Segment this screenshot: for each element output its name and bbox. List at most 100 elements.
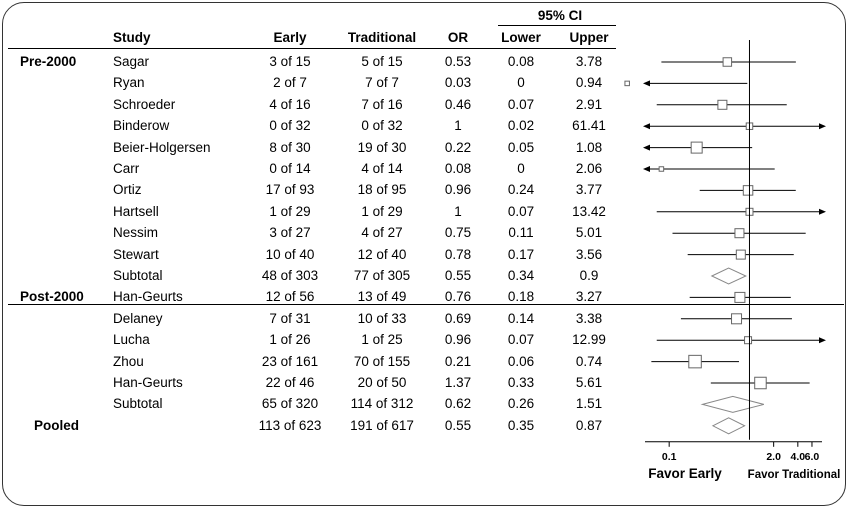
early-events: 4 of 16 xyxy=(269,96,311,112)
early-events: 23 of 161 xyxy=(261,353,319,369)
early-events: 1 of 29 xyxy=(269,203,311,219)
odds-ratio: 1.37 xyxy=(444,375,472,390)
ci-lower: 0.07 xyxy=(507,332,535,348)
traditional-events: 19 of 30 xyxy=(357,139,407,155)
odds-ratio: 0.46 xyxy=(444,96,472,112)
ci-upper: 5.61 xyxy=(575,375,603,390)
ci-upper: 3.78 xyxy=(575,54,603,69)
odds-ratio: 0.69 xyxy=(444,310,472,326)
subtotal-traditional: 114 of 312 xyxy=(350,396,414,412)
study-name: Beier-Holgersen xyxy=(113,139,211,155)
ci-lower: 0.02 xyxy=(507,118,535,134)
traditional-events: 10 of 33 xyxy=(357,310,407,326)
point-estimate-marker xyxy=(734,228,745,239)
odds-ratio: 0.96 xyxy=(444,332,472,348)
group-label: Pre-2000 xyxy=(20,54,77,69)
subtotal-diamond xyxy=(700,395,764,413)
favor-traditional-label: Favor Traditional xyxy=(747,468,841,481)
pooled-or: 0.55 xyxy=(444,417,472,433)
group-label: Post-2000 xyxy=(20,289,84,305)
early-events: 2 of 7 xyxy=(273,75,307,91)
x-tick-label: 0.1 xyxy=(661,450,677,463)
ci-upper: 0.74 xyxy=(575,353,603,369)
odds-ratio: 1 xyxy=(454,118,462,134)
odds-ratio: 0.75 xyxy=(444,225,472,241)
upper-header: Upper xyxy=(569,30,609,45)
traditional-events: 18 of 95 xyxy=(357,182,407,198)
ci-upper: 3.27 xyxy=(575,289,603,305)
traditional-events: 0 of 32 xyxy=(361,118,403,134)
early-events: 10 of 40 xyxy=(265,246,315,262)
ci-lower: 0.08 xyxy=(507,54,535,69)
traditional-events: 20 of 50 xyxy=(357,375,407,390)
point-estimate-marker xyxy=(744,336,753,345)
study-header: Study xyxy=(113,30,151,45)
traditional-events: 13 of 49 xyxy=(357,289,407,305)
ci-upper: 3.77 xyxy=(575,182,603,198)
early-events: 22 of 46 xyxy=(265,375,315,390)
point-estimate-marker xyxy=(734,291,746,303)
point-estimate-marker xyxy=(658,166,665,172)
ci-lower: 0.17 xyxy=(507,246,535,262)
ci-upper: 13.42 xyxy=(572,203,606,219)
traditional-events: 1 of 25 xyxy=(361,332,403,348)
subtotal-diamond xyxy=(710,267,747,285)
figure-frame xyxy=(2,2,846,506)
early-events: 0 of 32 xyxy=(269,118,311,134)
pooled-label: Pooled xyxy=(34,417,80,433)
pooled-traditional: 191 of 617 xyxy=(350,417,414,433)
early-events: 8 of 30 xyxy=(269,139,311,155)
subtotal-early: 65 of 320 xyxy=(261,396,319,412)
early-events: 1 of 26 xyxy=(269,332,311,348)
ci-upper: 2.91 xyxy=(575,96,603,112)
study-name: Binderow xyxy=(113,118,170,134)
or-header: OR xyxy=(447,30,469,45)
ci-lower: 0 xyxy=(517,75,525,91)
group-divider xyxy=(8,304,844,305)
subtotal-lower: 0.26 xyxy=(507,396,535,412)
traditional-events: 4 of 14 xyxy=(361,161,403,176)
odds-ratio: 0.76 xyxy=(444,289,472,305)
x-tick-label: 4.0 xyxy=(790,450,806,463)
study-name: Carr xyxy=(113,161,140,176)
traditional-events: 12 of 40 xyxy=(357,246,407,262)
ci-header: 95% CI xyxy=(537,8,583,23)
early-header: Early xyxy=(273,30,307,45)
traditional-events: 70 of 155 xyxy=(353,353,411,369)
ci-lower: 0.11 xyxy=(508,225,534,241)
study-name: Delaney xyxy=(113,310,163,326)
study-name: Hartsell xyxy=(113,203,159,219)
traditional-events: 5 of 15 xyxy=(361,54,403,69)
ci-upper: 3.56 xyxy=(575,246,603,262)
early-events: 7 of 31 xyxy=(269,310,311,326)
ci-arrow-left xyxy=(643,166,650,172)
traditional-header: Traditional xyxy=(347,30,417,45)
ci-upper: 3.38 xyxy=(575,310,603,326)
study-name: Zhou xyxy=(113,353,144,369)
ci-arrow-left xyxy=(643,123,650,130)
odds-ratio: 0.21 xyxy=(444,353,472,369)
pooled-lower: 0.35 xyxy=(507,417,535,433)
x-tick-label: 6.0 xyxy=(804,450,820,463)
point-estimate-marker xyxy=(754,376,767,390)
pooled-upper: 0.87 xyxy=(575,417,603,433)
odds-ratio: 0.78 xyxy=(444,246,472,262)
ci-lower: 0 xyxy=(517,161,525,176)
ci-lower: 0.07 xyxy=(507,96,535,112)
subtotal-upper: 1.51 xyxy=(575,396,603,412)
pooled-early: 113 of 623 xyxy=(258,417,322,433)
ci-lower: 0.24 xyxy=(507,182,535,198)
subtotal-early: 48 of 303 xyxy=(261,268,319,283)
point-estimate-marker xyxy=(742,185,754,196)
x-tick-label: 2.0 xyxy=(766,450,781,463)
ci-upper: 1.08 xyxy=(575,139,603,155)
ci-lower: 0.33 xyxy=(507,375,535,390)
study-name: Lucha xyxy=(113,332,150,348)
point-estimate-marker xyxy=(690,141,703,154)
point-estimate-marker xyxy=(688,354,702,369)
header-rule xyxy=(8,48,616,49)
traditional-events: 4 of 27 xyxy=(361,225,403,241)
subtotal-or: 0.62 xyxy=(444,396,472,412)
study-name: Sagar xyxy=(113,54,150,69)
